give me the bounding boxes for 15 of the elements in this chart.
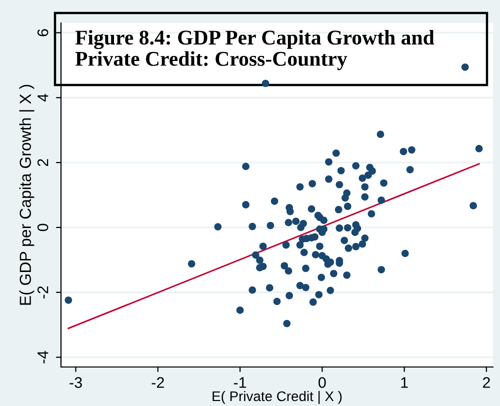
x-tick-label: -1: [234, 377, 246, 388]
y-tick-label: 6: [37, 29, 48, 36]
y-axis-title: E( GDP per Capita Growth | X ): [19, 84, 34, 305]
x-tick-label: 2: [482, 377, 490, 388]
x-tick-label: 0: [318, 377, 326, 388]
y-tick-label: 2: [37, 159, 48, 166]
y-tick-label: 0: [37, 224, 48, 232]
text: Figure 8.4: GDP Per Capita Growth and Private Credit: Cross-Country: [75, 30, 434, 70]
y-tick-label: 4: [38, 94, 48, 102]
x-tick-label: -3: [70, 377, 82, 388]
x-tick-label: -2: [152, 377, 164, 388]
y-tick-label: -4: [38, 350, 48, 364]
y-tick-label: -2: [37, 286, 48, 298]
x-tick-label: 1: [401, 377, 408, 388]
x-axis-title: E( Private Credit | X ): [212, 390, 342, 404]
